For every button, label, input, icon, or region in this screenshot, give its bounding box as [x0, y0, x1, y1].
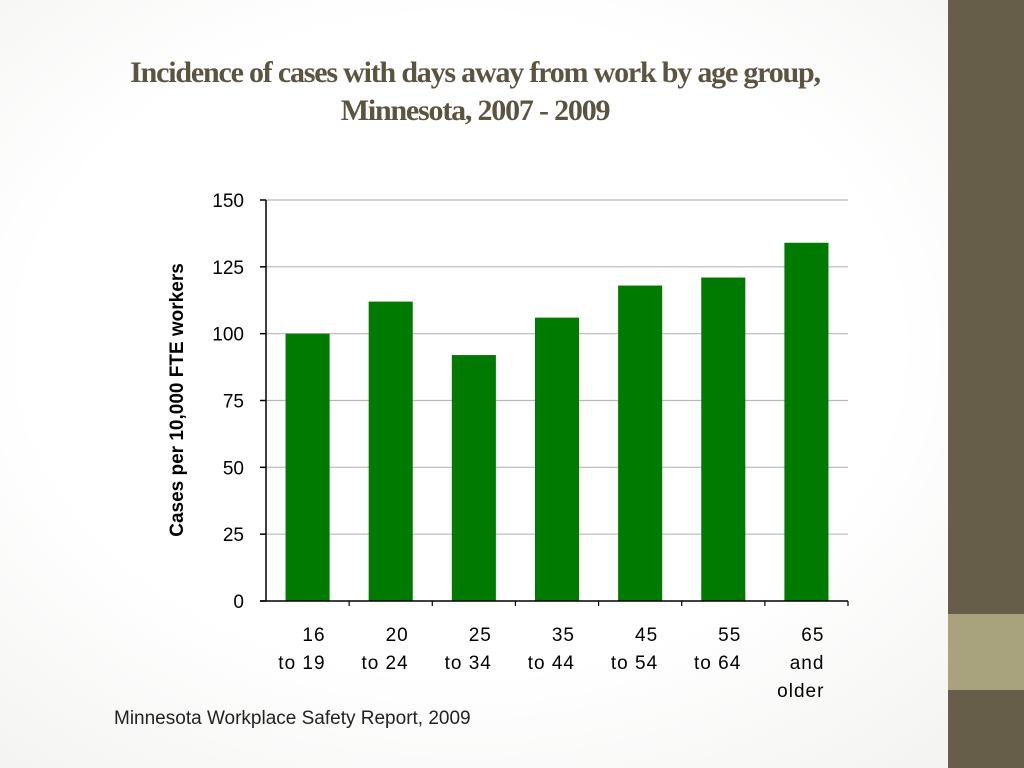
x-tick-labels: 16 to 19 20 to 24 25 to 34 35 to 44 45 to 54 55 to …: [278, 625, 824, 702]
x-tick-label-line: to 44: [528, 653, 575, 674]
bar: [368, 301, 413, 601]
x-tick-label: 25 to 34: [445, 625, 492, 674]
x-tick-label-line: 55: [718, 625, 741, 646]
x-tick-label-line: to 64: [694, 653, 741, 674]
x-tick-label-line: to 19: [278, 653, 325, 674]
x-tick-label-line: to 54: [611, 653, 658, 674]
y-tick-label: 25: [223, 525, 244, 546]
source-caption: Minnesota Workplace Safety Report, 2009: [114, 708, 471, 729]
bar: [534, 317, 580, 601]
y-tick-labels: 0 25 50 75 100 125 150: [212, 191, 244, 613]
bar: [701, 277, 746, 601]
y-tick-label: 0: [233, 592, 244, 613]
chart-bars: [285, 242, 829, 602]
x-tick-label-line: 45: [635, 625, 658, 646]
x-tick-label-line: 35: [552, 625, 575, 646]
y-axis-label: Cases per 10,000 FTE workers: [167, 263, 188, 537]
x-tick-label: 65 and older: [777, 625, 824, 702]
decorative-sidebar-accent: [948, 614, 1024, 690]
slide-title: Incidence of cases with days away from w…: [30, 54, 920, 130]
bar: [618, 285, 663, 601]
x-tick-label-line: to 24: [361, 653, 408, 674]
bar: [285, 333, 330, 601]
x-tick-label-line: and: [790, 653, 825, 674]
y-tick-label: 150: [212, 191, 244, 212]
x-tick-label-line: to 34: [445, 653, 492, 674]
bar-chart: 0 25 50 75 100 125 150 16 to 19 20 to 24 25 to 34 35…: [167, 191, 849, 702]
x-tick-label-line: older: [777, 681, 824, 702]
x-tick-label-line: 20: [386, 625, 409, 646]
x-tick-label: 20 to 24: [361, 625, 408, 674]
x-tick-label: 16 to 19: [278, 625, 325, 674]
x-tick-label: 45 to 54: [611, 625, 658, 674]
slide-title-line-2: Minnesota, 2007 - 2009: [340, 94, 611, 127]
chart-axes: [260, 199, 849, 606]
bar: [784, 242, 829, 602]
x-tick-label: 35 to 44: [528, 625, 575, 674]
y-tick-label: 50: [223, 458, 244, 479]
y-tick-label: 75: [223, 392, 244, 413]
bar: [451, 355, 496, 601]
x-tick-label: 55 to 64: [694, 625, 741, 674]
x-tick-label-line: 25: [469, 625, 492, 646]
x-tick-label-line: 16: [302, 625, 325, 646]
y-tick-label: 100: [212, 325, 244, 346]
y-tick-label: 125: [212, 258, 244, 279]
slide-title-line-1: Incidence of cases with days away from w…: [130, 56, 821, 89]
x-tick-label-line: 65: [801, 625, 824, 646]
